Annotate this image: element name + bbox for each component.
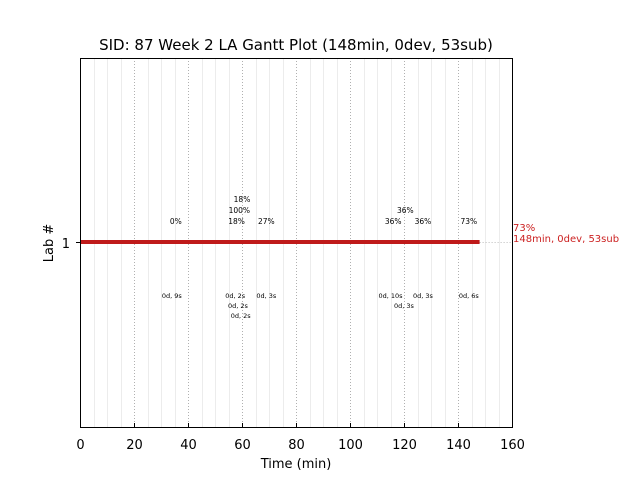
plot-frame bbox=[80, 58, 513, 428]
bottom-annotation: 0d, 10s bbox=[378, 292, 403, 300]
x-tick-label: 0 bbox=[76, 438, 84, 453]
x-tick-label: 20 bbox=[126, 438, 143, 453]
bottom-annotation: 0d, 2s bbox=[225, 292, 246, 300]
bottom-annotation: 0d, 9s bbox=[162, 292, 183, 300]
top-annotation: 36% bbox=[415, 217, 432, 226]
x-tick-label: 140 bbox=[446, 438, 471, 453]
y-tick-label: 1 bbox=[62, 237, 70, 252]
top-annotation: 36% bbox=[397, 206, 414, 215]
bottom-annotation: 0d, 3s bbox=[394, 302, 415, 310]
x-tick-label: 120 bbox=[392, 438, 417, 453]
chart-title: SID: 87 Week 2 LA Gantt Plot (148min, 0d… bbox=[99, 36, 493, 54]
top-annotation: 18% bbox=[234, 195, 251, 204]
top-annotation: 100% bbox=[229, 206, 250, 215]
marks: 0% 18%100%18%27% 36%36%36% 73%0d, 9s 0d, 2s0… bbox=[80, 195, 512, 320]
x-tick-label: 40 bbox=[180, 438, 197, 453]
top-annotation: 36% bbox=[385, 217, 402, 226]
gantt-bar bbox=[80, 240, 480, 244]
x-tick-label: 100 bbox=[338, 438, 363, 453]
bar-label-summary: 148min, 0dev, 53sub bbox=[513, 234, 619, 245]
bottom-annotation: 0d, 2s bbox=[231, 312, 252, 320]
top-annotation: 27% bbox=[258, 217, 275, 226]
bottom-annotation: 0d, 2s bbox=[228, 302, 249, 310]
x-axis-label: Time (min) bbox=[260, 457, 332, 472]
x-tick-label: 160 bbox=[500, 438, 525, 453]
top-annotation: 73% bbox=[460, 217, 477, 226]
bottom-annotation: 0d, 3s bbox=[256, 292, 277, 300]
top-annotation: 0% bbox=[170, 217, 182, 226]
bottom-annotation: 0d, 3s bbox=[413, 292, 434, 300]
y-axis-label: Lab # bbox=[42, 224, 57, 263]
x-tick-label: 80 bbox=[288, 438, 305, 453]
x-tick-label: 60 bbox=[234, 438, 251, 453]
top-annotation: 18% bbox=[228, 217, 245, 226]
x-axis: 0 20 40 60 80 100 120 140 160 bbox=[76, 423, 525, 453]
bottom-annotation: 0d, 6s bbox=[459, 292, 480, 300]
bar-label-percent: 73% bbox=[513, 223, 535, 234]
